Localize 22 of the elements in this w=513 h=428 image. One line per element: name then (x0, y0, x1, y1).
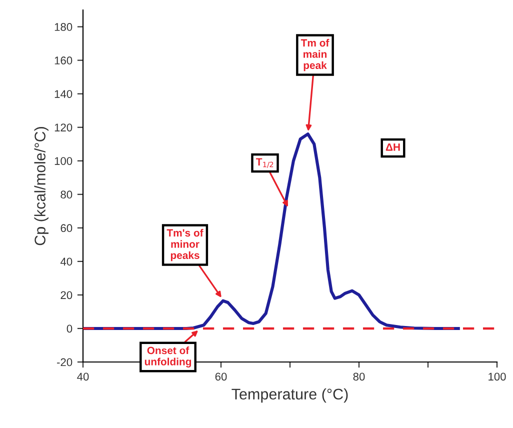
y-tick-label: 160 (54, 56, 72, 64)
y-tick-label: -20 (57, 358, 72, 366)
x-tick-label: 100 (488, 372, 506, 381)
x-tick-label: 80 (353, 372, 365, 381)
y-tick-label: 40 (60, 258, 72, 266)
annotation: ΔH (386, 144, 400, 151)
y-tick-label: 100 (54, 157, 72, 165)
annotation: Tm of main peak (300, 38, 330, 72)
y-tick-label: 120 (54, 124, 72, 132)
y-tick-label: 180 (54, 23, 72, 31)
y-tick-label: 80 (60, 190, 72, 199)
annotation: T$_{1/2}$ (256, 158, 274, 168)
y-tick-label: 0 (66, 324, 72, 333)
x-tick-label: 40 (77, 372, 89, 381)
y-axis-title: Cp (kcal/mole/°C) (34, 127, 48, 246)
y-tick-label: 20 (60, 291, 72, 300)
x-tick-label: 60 (215, 372, 227, 381)
y-tick-label: 140 (54, 90, 72, 98)
y-tick-label: 60 (60, 224, 72, 232)
annotation: Onset of unfolding (144, 346, 192, 368)
annotation: Tm's of minor peaks (166, 228, 204, 262)
x-axis-title: Temperature (°C) (232, 388, 348, 403)
